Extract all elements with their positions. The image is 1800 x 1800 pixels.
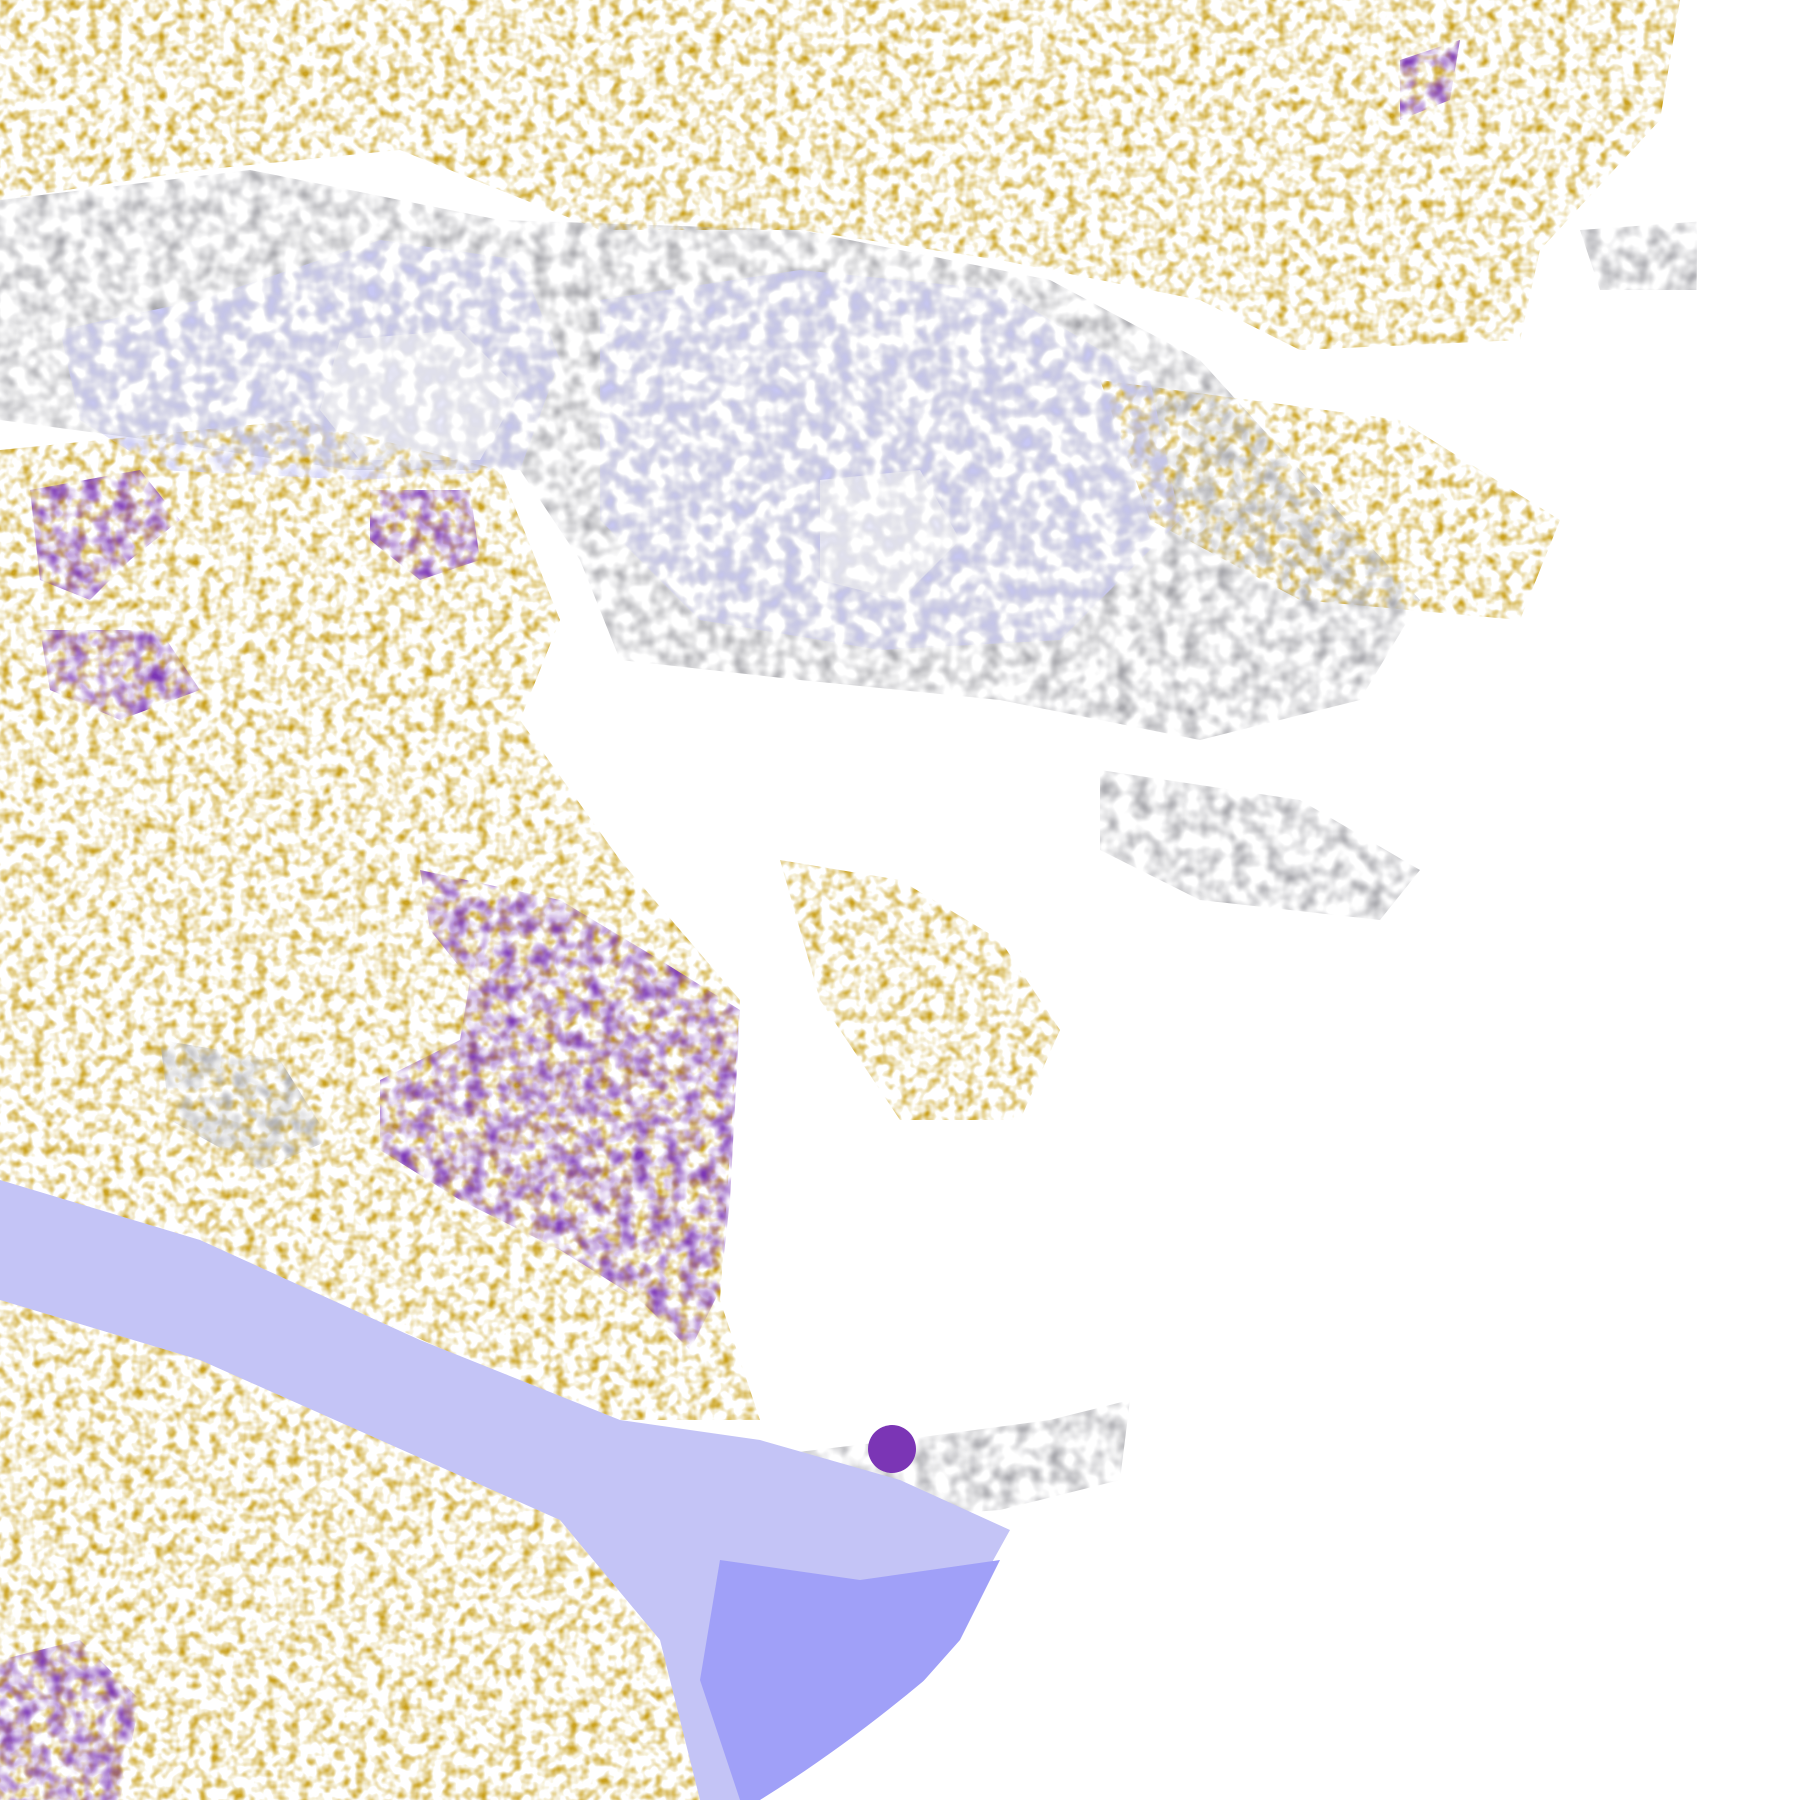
purple-cloud-spot <box>868 1425 916 1473</box>
purple-cloud-north <box>370 490 480 580</box>
lavender-cloud-central <box>600 270 1180 650</box>
earth-limb-mask <box>760 0 1800 1800</box>
gray-cloud-far-east <box>1580 220 1720 290</box>
gold-bottom-left <box>0 1300 760 1800</box>
bright-cloud-core <box>320 330 520 460</box>
gray-cloud-west <box>160 1040 330 1170</box>
purple-cloud-central <box>380 870 740 1350</box>
purple-cloud-northeast <box>1400 40 1460 120</box>
blue-cloud-region <box>700 1560 1000 1800</box>
purple-cloud-west <box>30 470 180 600</box>
gold-top-band <box>0 0 1680 350</box>
purple-cloud-layer <box>0 40 1460 1800</box>
purple-cloud-southwest <box>0 1640 140 1800</box>
purple-cloud-west-2 <box>40 630 200 720</box>
lavender-cloud-layer <box>60 240 1180 650</box>
gray-cloud-east <box>1100 770 1420 920</box>
bright-cloud-core-2 <box>820 470 960 600</box>
gold-center-patch <box>780 860 1060 1120</box>
